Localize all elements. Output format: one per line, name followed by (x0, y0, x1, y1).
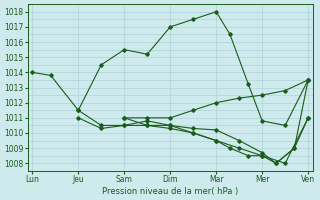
X-axis label: Pression niveau de la mer( hPa ): Pression niveau de la mer( hPa ) (102, 187, 238, 196)
